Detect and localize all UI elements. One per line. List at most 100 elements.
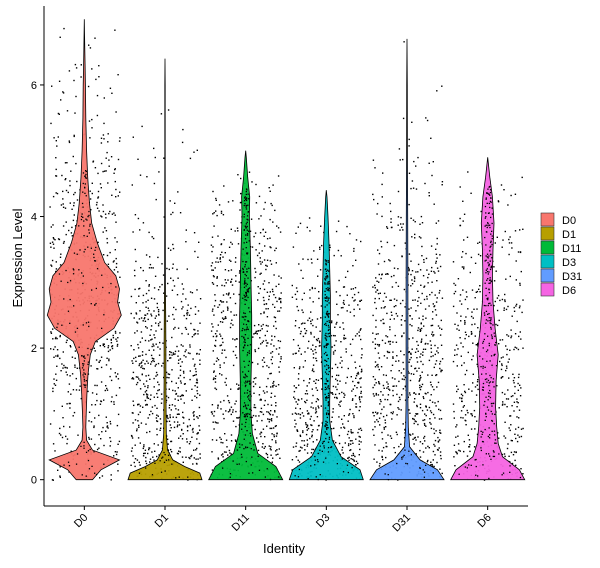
jitter-point (316, 258, 319, 260)
jitter-point (485, 412, 487, 414)
jitter-point (297, 309, 300, 312)
jitter-point (79, 385, 81, 387)
jitter-point (467, 412, 469, 414)
jitter-point (170, 249, 172, 251)
jitter-point (261, 250, 263, 252)
jitter-point (487, 349, 489, 351)
jitter-point (151, 451, 153, 453)
jitter-point (50, 331, 52, 333)
jitter-point (505, 345, 507, 347)
jitter-point (409, 315, 411, 317)
jitter-point (381, 215, 383, 218)
jitter-point (456, 451, 458, 454)
jitter-point (223, 285, 226, 287)
jitter-point (311, 319, 314, 321)
jitter-point (157, 323, 160, 325)
jitter-point (222, 310, 225, 312)
jitter-point (212, 213, 214, 215)
jitter-point (326, 313, 328, 316)
jitter-point (346, 310, 348, 312)
jitter-point (90, 348, 92, 351)
jitter-point (163, 216, 165, 218)
jitter-point (487, 320, 489, 322)
jitter-point (377, 363, 379, 366)
jitter-point (143, 393, 145, 396)
jitter-point (376, 289, 378, 291)
jitter-point (440, 319, 442, 322)
jitter-point (324, 316, 326, 318)
jitter-point (174, 405, 176, 407)
jitter-point (114, 214, 116, 216)
jitter-point (430, 461, 432, 463)
jitter-point (87, 321, 90, 323)
jitter-point (242, 349, 244, 352)
jitter-point (408, 253, 411, 255)
jitter-point (230, 281, 232, 283)
jitter-point (380, 246, 383, 248)
jitter-point (359, 406, 361, 408)
jitter-point (149, 256, 151, 258)
jitter-point (210, 244, 213, 246)
jitter-point (98, 414, 100, 417)
jitter-point (75, 377, 77, 380)
jitter-point (145, 375, 147, 377)
jitter-point (417, 344, 419, 346)
jitter-point (468, 439, 471, 441)
jitter-point (242, 267, 244, 270)
jitter-point (463, 268, 465, 270)
jitter-point (224, 252, 226, 254)
jitter-point (390, 437, 393, 439)
jitter-point (262, 229, 264, 231)
jitter-point (391, 412, 394, 415)
jitter-point (216, 357, 218, 359)
jitter-point (280, 301, 282, 304)
jitter-point (246, 189, 248, 191)
jitter-point (474, 262, 477, 264)
jitter-point (255, 330, 257, 333)
jitter-point (91, 404, 93, 406)
jitter-point (386, 227, 389, 229)
jitter-point (465, 291, 468, 293)
jitter-point (417, 350, 419, 352)
legend-key-d3 (540, 254, 555, 269)
jitter-point (327, 380, 329, 382)
jitter-point (100, 162, 103, 165)
jitter-point (500, 376, 503, 379)
jitter-point (452, 261, 455, 263)
jitter-point (134, 288, 136, 291)
jitter-point (175, 308, 177, 311)
jitter-point (211, 469, 214, 471)
jitter-point (479, 285, 481, 287)
jitter-point (343, 299, 345, 302)
jitter-point (355, 375, 358, 377)
jitter-point (65, 371, 67, 373)
jitter-point (509, 349, 511, 351)
jitter-point (241, 423, 243, 425)
jitter-point (503, 189, 505, 191)
jitter-point (266, 425, 268, 427)
jitter-point (52, 443, 55, 445)
jitter-point (138, 426, 140, 428)
jitter-point (274, 335, 276, 338)
jitter-point (171, 336, 173, 339)
jitter-point (502, 376, 504, 378)
jitter-point (327, 283, 329, 285)
jitter-point (392, 389, 394, 392)
jitter-point (89, 47, 92, 49)
jitter-point (191, 399, 193, 401)
jitter-point (434, 363, 437, 365)
jitter-point (518, 335, 520, 338)
jitter-point (90, 438, 93, 440)
jitter-point (439, 409, 442, 412)
jitter-point (158, 383, 160, 386)
jitter-point (508, 242, 511, 244)
jitter-point (384, 306, 386, 308)
jitter-point (510, 424, 512, 426)
jitter-point (147, 318, 149, 321)
jitter-point (328, 290, 330, 292)
jitter-point (502, 239, 504, 241)
jitter-point (132, 412, 134, 414)
jitter-point (219, 373, 221, 375)
jitter-point (466, 409, 468, 412)
jitter-point (435, 374, 437, 377)
